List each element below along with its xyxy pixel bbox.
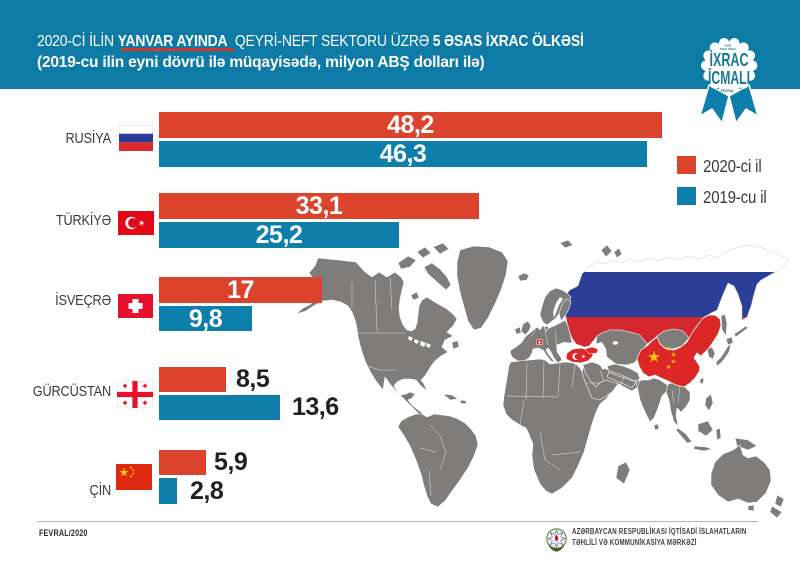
svg-text:2020: 2020 xyxy=(725,44,732,48)
svg-text:FEVRAL: FEVRAL xyxy=(721,89,735,93)
svg-text:İXRAC: İXRAC xyxy=(710,49,749,70)
svg-text:İCMALI: İCMALI xyxy=(708,68,750,88)
svg-text:İXRAC İCMALI: İXRAC İCMALI xyxy=(720,48,737,51)
